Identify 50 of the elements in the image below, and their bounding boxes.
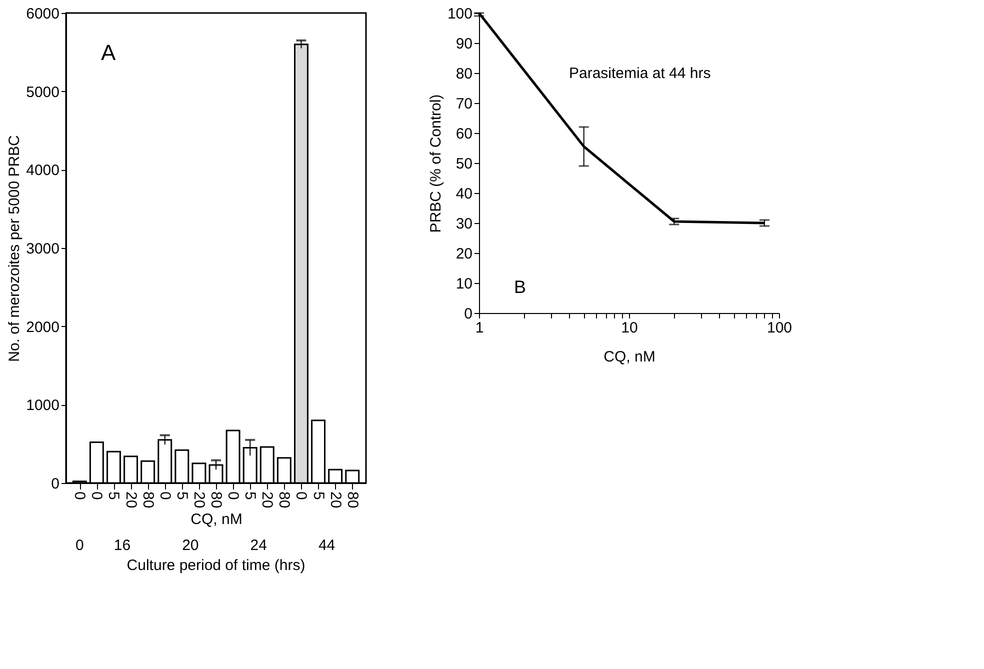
y-tick-label: 90 [456, 36, 472, 52]
x-axis-title: CQ, nM [190, 511, 242, 528]
x-tick-label: 20 [258, 492, 276, 508]
text: Culture period of time (hrs) [126, 557, 306, 574]
x-tick-label: 0 [156, 492, 174, 500]
x-tick-label: 80 [276, 492, 293, 508]
y-tick-label: 3000 [26, 240, 60, 258]
x-tick-label: 100 [766, 320, 792, 336]
text: 16 [114, 537, 131, 554]
x-tick-label: 0 [292, 492, 310, 500]
x-tick-label: 20 [122, 492, 140, 508]
y-axis-title: No. of merozoites per 5000 PRBC [6, 134, 24, 362]
text: 44 [318, 537, 336, 554]
x-tick-label: 1 [475, 320, 484, 336]
x-tick-label: 5 [173, 492, 190, 500]
x-tick-label: 80 [139, 492, 156, 508]
y-tick-label: 6000 [26, 6, 60, 22]
y-tick-label: 70 [456, 96, 472, 112]
y-tick-label: 100 [447, 6, 472, 22]
x-tick-label: 20 [190, 492, 208, 508]
text: 20 [182, 537, 199, 554]
x-tick-label: 80 [344, 492, 361, 508]
x-tick-label: 5 [105, 492, 122, 500]
x-tick-label: 20 [326, 492, 344, 508]
annotation: A [101, 40, 116, 65]
y-tick-label: 50 [456, 156, 472, 172]
annotation: B [514, 277, 526, 297]
x-tick-label: 80 [208, 492, 224, 508]
x-tick-label: 5 [310, 492, 327, 500]
y-tick-label: 5000 [26, 84, 60, 101]
x-tick-label: 0 [88, 492, 106, 500]
y-tick-label: 0 [464, 306, 472, 322]
y-tick-label: 80 [456, 66, 472, 82]
y-tick-label: 60 [456, 126, 472, 142]
annotation: Parasitemia at 44 hrs [569, 65, 711, 82]
x-axis-title: CQ, nM [604, 348, 656, 366]
y-axis-title: PRBC (% of Control) [427, 94, 444, 233]
y-tick-label: 1000 [26, 397, 60, 414]
x-tick-label: 10 [621, 320, 638, 336]
text: 24 [250, 537, 267, 554]
text: 0 [75, 537, 84, 554]
x-tick-label: 0 [71, 492, 88, 500]
y-tick-label: 40 [456, 186, 472, 202]
y-tick-label: 10 [456, 276, 472, 292]
y-tick-label: 4000 [26, 162, 60, 180]
y-tick-label: 2000 [26, 318, 60, 336]
x-tick-label: 0 [224, 492, 242, 500]
x-tick-label: 5 [242, 492, 259, 500]
y-tick-label: 30 [456, 216, 472, 232]
y-tick-label: 20 [456, 246, 472, 262]
